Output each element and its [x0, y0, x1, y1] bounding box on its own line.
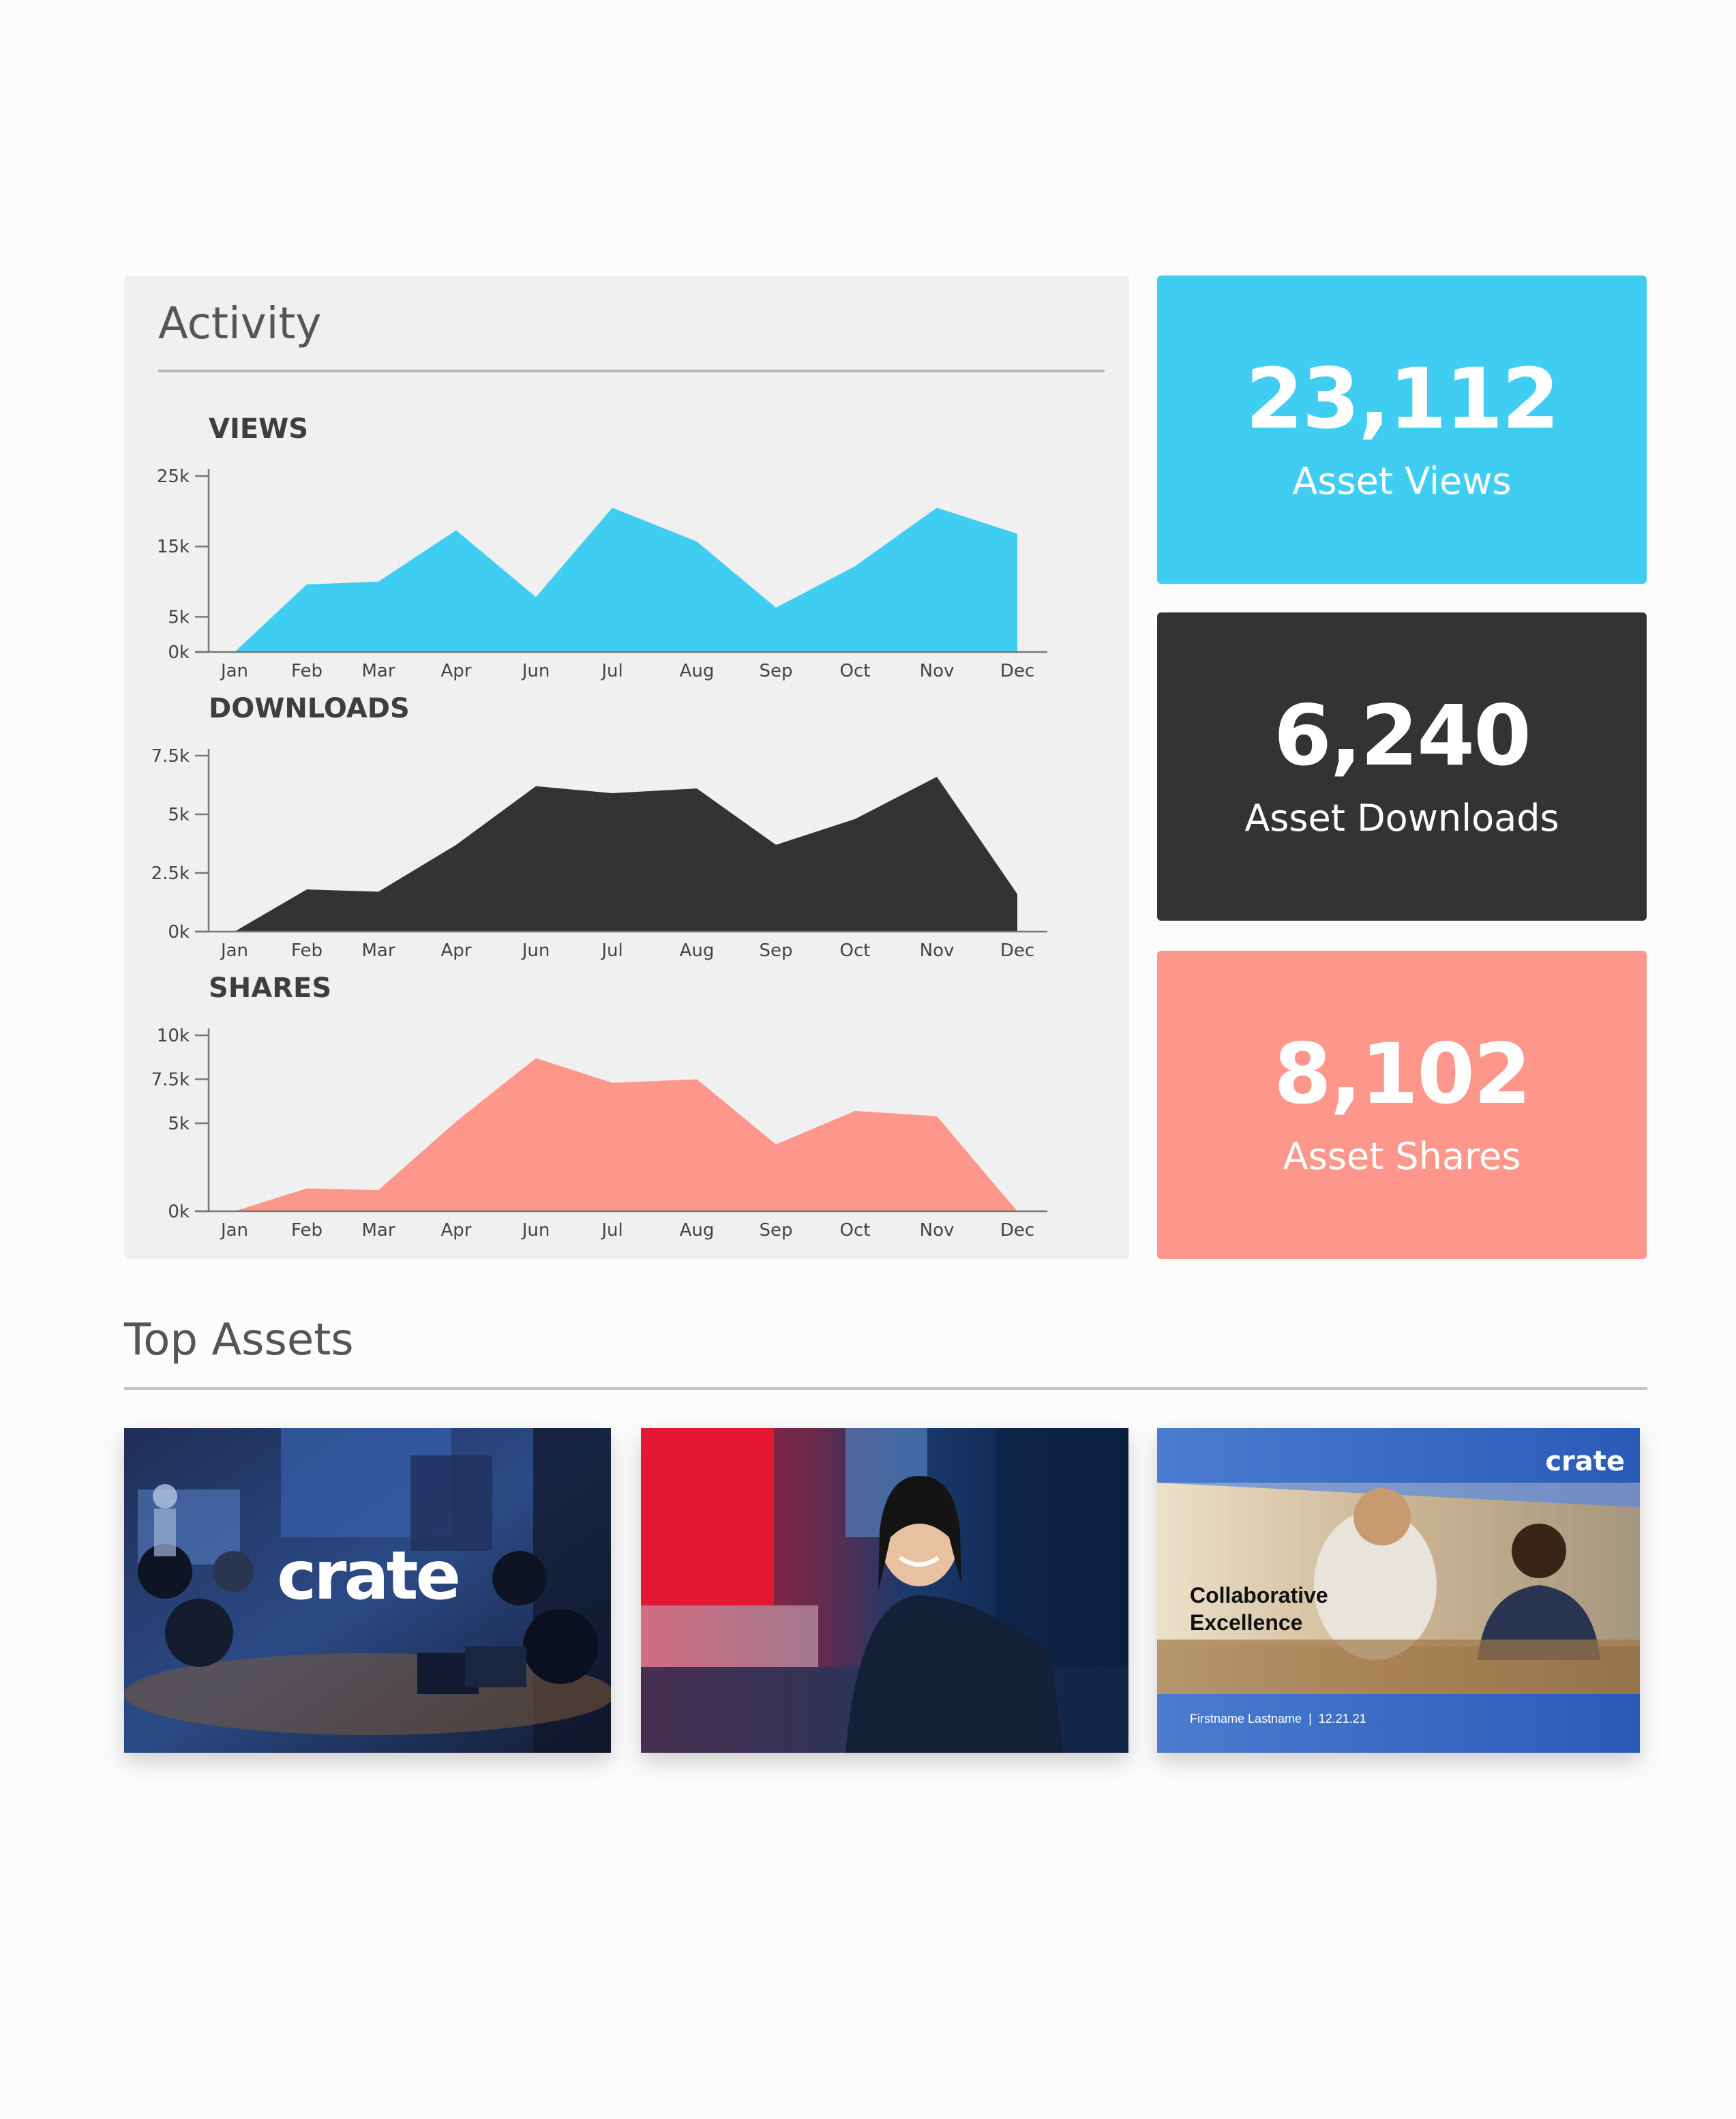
shares-chart: SHARES 0k 5k 7.5k 10k Jan Feb Mar Apr Jun Jul Aug Se… [151, 973, 1047, 1241]
asset-downloads-value: 6,240 [1274, 687, 1531, 784]
asset-views-card[interactable]: 23,112 Asset Views [1157, 276, 1647, 584]
x-tick-label: Jul [600, 661, 623, 681]
smiling-woman-photo-icon [641, 1428, 1128, 1753]
y-tick-label: 5k [168, 805, 190, 825]
asset-views-value: 23,112 [1245, 350, 1560, 447]
series-area [235, 1058, 1017, 1211]
asset-views-label: Asset Views [1292, 459, 1512, 503]
x-tick-label: Jan [220, 940, 248, 961]
x-tick-label: Jun [521, 661, 550, 681]
slide-heading-line2: Excellence [1190, 1610, 1302, 1635]
crate-logo: crate [277, 1537, 458, 1615]
downloads-chart: DOWNLOADS 0k 2.5k 5k 7.5k Jan Feb Mar Apr Jun Jul A… [151, 693, 1047, 961]
x-tick-label: Sep [759, 1220, 792, 1241]
series-area [235, 776, 1017, 932]
y-tick-label: 7.5k [151, 746, 190, 767]
x-tick-label: Jun [521, 940, 550, 961]
x-tick-label: Apr [441, 1220, 472, 1241]
x-tick-label: Sep [759, 661, 792, 681]
y-tick-label: 5k [168, 1114, 190, 1134]
x-tick-label: Jul [600, 1220, 623, 1241]
x-tick-label: Aug [680, 940, 715, 961]
x-tick-label: Oct [840, 661, 871, 681]
x-tick-label: Jan [220, 661, 248, 681]
asset-shares-card[interactable]: 8,102 Asset Shares [1157, 951, 1647, 1259]
slide-crate-logo: crate [1545, 1446, 1625, 1477]
x-tick-label: Dec [1000, 661, 1034, 681]
y-tick-label: 15k [157, 537, 190, 557]
asset-thumbnail-slide[interactable]: crate Collaborative Excellence Firstname… [1157, 1428, 1640, 1753]
x-tick-label: Oct [840, 940, 871, 961]
y-tick-label: 25k [157, 466, 190, 487]
x-tick-label: Jan [220, 1220, 248, 1241]
x-tick-label: Sep [759, 940, 792, 961]
x-tick-label: Jul [600, 940, 623, 961]
x-tick-label: Jun [521, 1220, 550, 1241]
x-tick-label: Nov [920, 940, 955, 961]
y-tick-label: 0k [168, 1202, 190, 1222]
x-tick-label: Feb [291, 940, 323, 961]
y-tick-label: 10k [157, 1026, 190, 1046]
slide-footer: Firstname Lastname | 12.21.21 [1190, 1712, 1366, 1725]
x-tick-label: Mar [361, 661, 395, 681]
chart-title: VIEWS [209, 413, 308, 445]
x-tick-label: Nov [920, 661, 955, 681]
series-area [235, 507, 1017, 652]
views-chart: VIEWS 0k 5k 15k 25k Jan Feb Mar Apr Jun Jul Aug Sep O… [157, 413, 1047, 681]
activity-divider [158, 370, 1105, 372]
asset-shares-label: Asset Shares [1283, 1134, 1521, 1178]
y-tick-label: 2.5k [151, 863, 190, 884]
x-tick-label: Mar [361, 1220, 395, 1241]
x-tick-label: Aug [680, 1220, 715, 1241]
x-tick-label: Nov [920, 1220, 955, 1241]
asset-thumbnail-portrait[interactable] [641, 1428, 1128, 1753]
chart-title: DOWNLOADS [209, 693, 410, 724]
x-tick-label: Apr [441, 661, 472, 681]
asset-downloads-label: Asset Downloads [1244, 796, 1559, 840]
x-tick-label: Feb [291, 1220, 323, 1241]
y-tick-label: 5k [168, 607, 190, 627]
asset-thumbnail-meeting[interactable]: crate [124, 1428, 611, 1753]
x-tick-label: Oct [840, 1220, 871, 1241]
y-tick-label: 7.5k [151, 1070, 190, 1091]
presentation-slide-icon: crate Collaborative Excellence Firstname… [1157, 1428, 1640, 1753]
x-tick-label: Apr [441, 940, 472, 961]
activity-panel: Activity VIEWS 0k 5k 15k 25k Jan Feb Mar Apr Jun J… [124, 276, 1129, 1259]
asset-shares-value: 8,102 [1274, 1025, 1531, 1123]
x-tick-label: Mar [361, 940, 395, 961]
activity-title: Activity [158, 299, 322, 349]
y-tick-label: 0k [168, 642, 190, 663]
x-tick-label: Aug [680, 661, 715, 681]
top-assets-divider [124, 1387, 1647, 1390]
y-tick-label: 0k [168, 922, 190, 943]
top-assets-title: Top Assets [124, 1315, 354, 1365]
x-tick-label: Feb [291, 661, 323, 681]
slide-heading-line1: Collaborative [1190, 1583, 1328, 1607]
x-tick-label: Dec [1000, 1220, 1034, 1241]
meeting-room-photo-icon: crate [124, 1428, 611, 1753]
chart-title: SHARES [209, 973, 331, 1004]
x-tick-label: Dec [1000, 940, 1034, 961]
asset-downloads-card[interactable]: 6,240 Asset Downloads [1157, 612, 1647, 921]
